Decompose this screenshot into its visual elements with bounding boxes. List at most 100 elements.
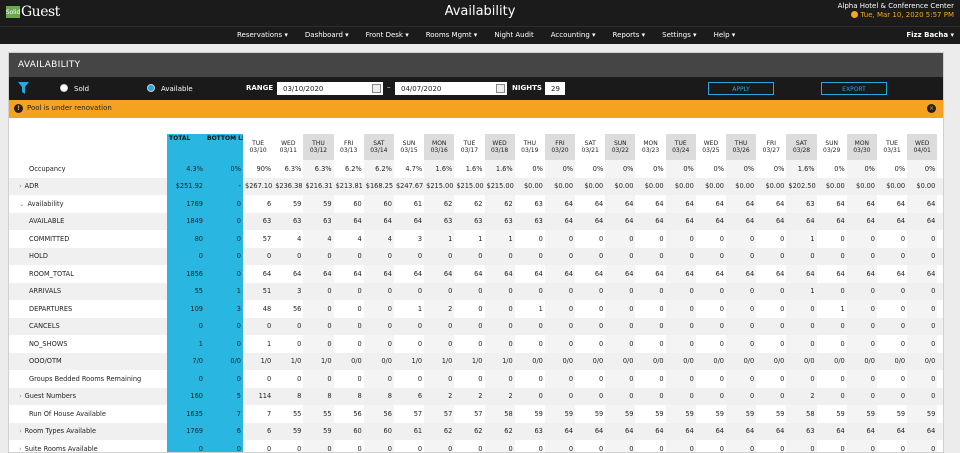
table-cell: 64 — [575, 422, 606, 440]
table-cell: 0 — [907, 440, 938, 452]
row-label: › Room Types Available — [9, 422, 167, 440]
calendar-icon[interactable] — [372, 84, 381, 93]
table-cell: 0 — [900, 234, 906, 243]
row-label: DEPARTURES — [29, 304, 73, 313]
table-row[interactable]: › Guest Numbers 160 5 114 8 8 8 8 6 2 2 2 0 0 0 0 0 0 0 0 0 2 0… — [9, 387, 943, 405]
table-cell: 0 — [575, 387, 606, 405]
table-cell: $0.0 — [937, 177, 943, 195]
table-cell: 0 — [605, 300, 636, 318]
table-cell: 0 — [719, 444, 724, 453]
table-row[interactable]: › Room Types Available 1769 6 6 59 59 60 60 61 62 6… — [9, 422, 943, 440]
table-cell: 0 — [363, 440, 394, 452]
table-cell: 0 — [726, 387, 757, 405]
table-row[interactable]: › ADR $251.92- $267.10 $236.38 $216.31 $213.81… — [9, 177, 943, 195]
table-cell: 0 — [756, 247, 787, 265]
table-cell: 0 — [575, 282, 606, 300]
table-cell: 64 — [655, 199, 664, 208]
nav-item-night-audit[interactable]: Night Audit — [494, 31, 534, 39]
header-date: TUE 03/24 — [665, 134, 696, 160]
table-cell: 0 — [900, 444, 906, 453]
filter-icon[interactable] — [18, 82, 29, 94]
table-cell: 64 — [695, 212, 726, 230]
table-cell: 59 — [896, 409, 906, 418]
table-row: DEPARTURES 109 3 48 56 0 0 0 1 2 0 0 1 0 0 0 0 0 0 0 0 0 1 0 0 0 — [9, 300, 943, 318]
table-cell: $0.00 — [816, 177, 847, 195]
table-cell: 0 — [273, 247, 304, 265]
table-cell: 0 — [665, 370, 696, 388]
header-date: SAT 03/28 — [786, 134, 817, 160]
table-cell: 51 — [243, 282, 274, 300]
table-cell: 0 — [695, 387, 726, 405]
end-date-input[interactable]: 04/07/2020 — [395, 82, 507, 95]
table-cell: 0 — [719, 234, 724, 243]
available-option[interactable]: Available — [147, 84, 193, 93]
table-cell: 64 — [816, 212, 847, 230]
table-row[interactable]: ⌄ Availability 1769 0 6 59 59 60 60 61 62 62 62 63 64 6… — [9, 195, 943, 213]
start-date-input[interactable]: 03/10/2020 — [277, 82, 383, 95]
table-cell: 0 — [454, 317, 485, 335]
table-row: ARRIVALS 55 1 51 3 0 0 0 0 0 0 0 0 0 0 0 0 0 0 0 0 1 0 0 0 0 — [9, 282, 943, 300]
table-cell: 0 — [605, 387, 636, 405]
table-cell: 0 — [514, 317, 545, 335]
table-cell: 64 — [333, 212, 364, 230]
bottom-line-cell: 0 — [205, 370, 243, 388]
nav-item-reports[interactable]: Reports ▾ — [612, 31, 646, 39]
table-cell: 62 — [424, 195, 455, 213]
nav-item-accounting[interactable]: Accounting ▾ — [550, 31, 596, 39]
bottom-line-cell: 3 — [205, 300, 243, 318]
table-cell: 64 — [816, 422, 847, 440]
nights-input[interactable]: 29 — [545, 82, 565, 95]
nav-item-dashboard[interactable]: Dashboard ▾ — [304, 31, 349, 39]
table-cell: 0 — [719, 304, 724, 313]
chevron-right-icon[interactable]: › — [19, 392, 22, 401]
header-bottom-line: BOTTOM LINE — [205, 134, 243, 160]
table-cell: 64 — [876, 422, 908, 440]
availability-panel: AVAILABILITY Sold Available RANGE 03/10/… — [8, 52, 944, 453]
apply-button[interactable]: APPLY — [708, 82, 774, 95]
table-cell: 1 — [538, 304, 543, 313]
nav-item-settings[interactable]: Settings ▾ — [662, 31, 697, 39]
table-cell: 0 — [544, 247, 576, 265]
row-label: › Guest Numbers — [9, 387, 167, 405]
row-label: COMMITTED — [29, 234, 70, 243]
table-cell: 60 — [333, 422, 364, 440]
table-cell: 0 — [726, 247, 757, 265]
app-logo[interactable]: Solid Guest — [6, 4, 61, 20]
table-cell: $0.00 — [846, 177, 877, 195]
table-cell: 0 — [665, 247, 696, 265]
table-row[interactable]: › Suite Rooms Available 0 0 0 0 0 0 0 0 0 0 0 0 0 0 0 0 0 0… — [9, 440, 943, 453]
table-cell: 0 — [393, 282, 425, 300]
table-cell: $0.00 — [605, 177, 636, 195]
chevron-down-icon[interactable]: ⌄ — [19, 199, 25, 208]
table-cell: 0 — [635, 247, 666, 265]
table-cell: 2 — [424, 387, 455, 405]
table-cell: 0 — [665, 317, 696, 335]
nav-item-rooms-mgmt[interactable]: Rooms Mgmt ▾ — [425, 31, 478, 39]
user-menu[interactable]: Fizz Bacha ▾ — [906, 31, 954, 39]
available-radio[interactable] — [147, 84, 155, 92]
export-button[interactable]: EXPORT — [821, 82, 887, 95]
sold-radio[interactable] — [60, 84, 68, 92]
bottom-line-cell: 0 — [205, 212, 243, 230]
table-cell: 0 — [695, 247, 726, 265]
table-cell: 0 — [484, 335, 515, 353]
bottom-line-cell: 7 — [205, 405, 243, 423]
table-cell: 0 — [695, 282, 726, 300]
total-cell: 1769 — [167, 422, 205, 440]
sold-option[interactable]: Sold — [60, 84, 89, 93]
table-cell: 0 — [484, 300, 515, 318]
calendar-icon[interactable] — [496, 84, 505, 93]
table-cell: 0 — [900, 339, 906, 348]
header-date: WED 03/25 — [702, 140, 720, 154]
nav-item-help[interactable]: Help ▾ — [713, 31, 736, 39]
close-icon[interactable]: × — [927, 104, 936, 113]
table-cell: 64 — [786, 212, 817, 230]
chevron-right-icon[interactable]: › — [19, 427, 22, 436]
nav-item-front-desk[interactable]: Front Desk ▾ — [365, 31, 409, 39]
chevron-right-icon[interactable]: › — [19, 444, 22, 453]
table-cell: 6.3% — [303, 160, 334, 178]
nav-item-reservations[interactable]: Reservations ▾ — [237, 31, 288, 39]
row-label: AVAILABLE — [9, 212, 167, 230]
chevron-right-icon[interactable]: › — [19, 182, 22, 191]
user-name: Fizz Bacha — [906, 31, 949, 39]
